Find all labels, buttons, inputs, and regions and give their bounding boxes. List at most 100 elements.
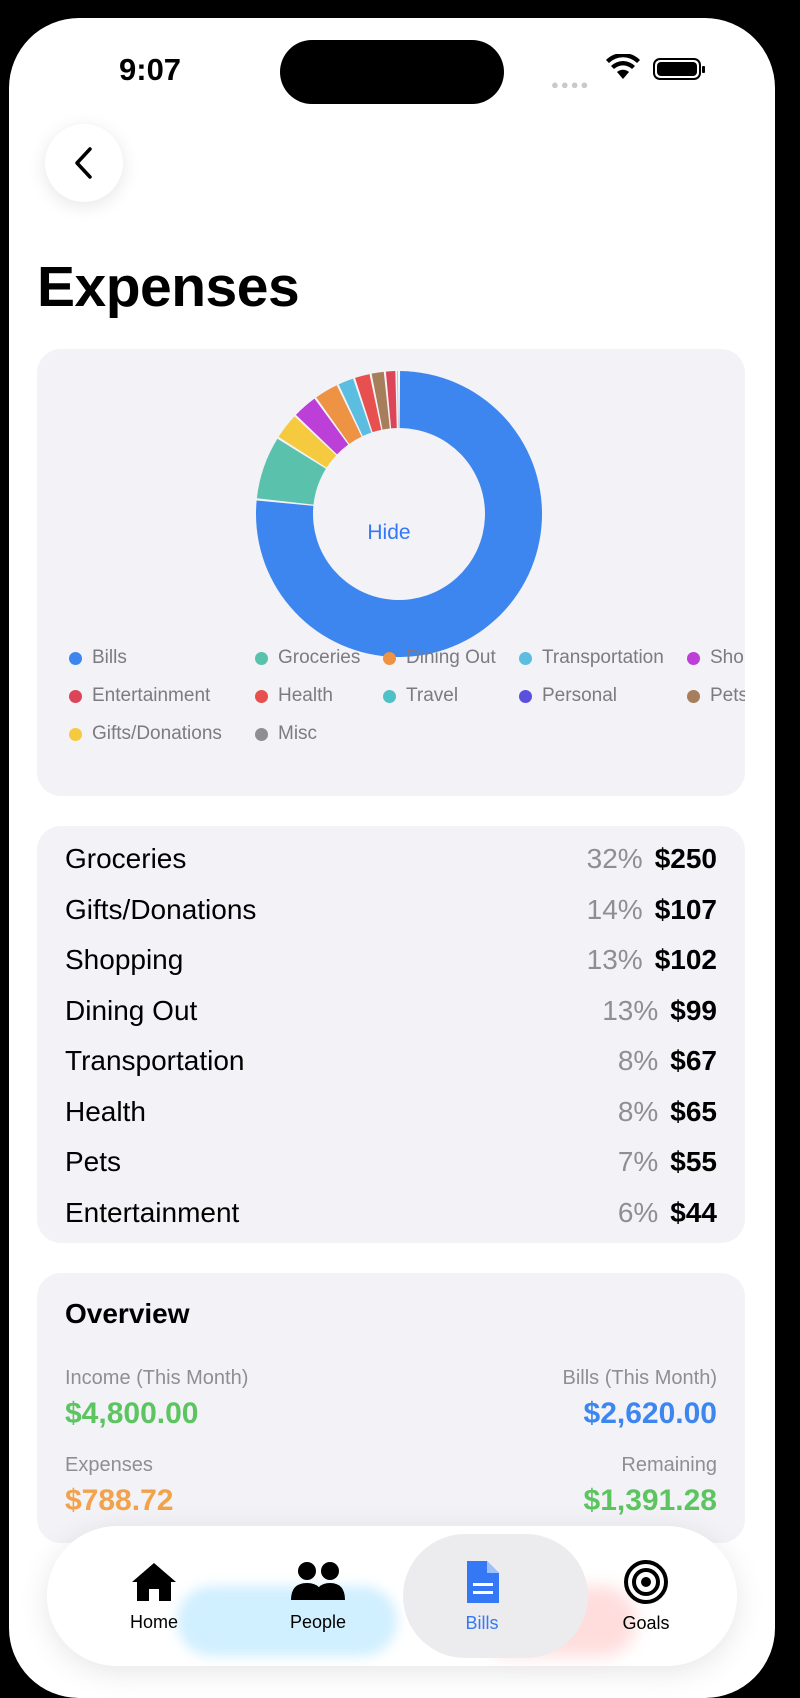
donut-slice-entertainment: [385, 371, 397, 429]
category-amount: $102: [654, 944, 717, 975]
legend-item: Transportation: [519, 644, 664, 672]
legend-dot: [69, 689, 82, 703]
donut-slice-bills: [256, 371, 542, 657]
legend-dot: [255, 727, 268, 741]
legend-dot: [255, 689, 268, 703]
remaining-value: $1,391.28: [583, 1484, 717, 1517]
donut-slice-shopping: [295, 398, 349, 455]
category-name: Shopping: [65, 944, 184, 975]
wifi-icon: [606, 54, 640, 79]
legend-dot: [383, 651, 396, 665]
bills-value: $2,620.00: [583, 1397, 717, 1430]
category-amount: $65: [670, 1095, 717, 1127]
legend-dot: [519, 689, 532, 703]
legend-item: Dining Out: [383, 644, 496, 672]
category-percent: 13%: [586, 944, 643, 975]
legend-label: Personal: [542, 685, 617, 706]
legend-item: Pets: [687, 682, 745, 710]
category-percent: 7%: [617, 1146, 659, 1177]
legend-item: Health: [255, 682, 333, 710]
category-amount: $67: [670, 1045, 717, 1076]
category-name: Dining Out: [65, 994, 198, 1026]
list-item[interactable]: Shopping 13% $102: [65, 935, 717, 985]
category-amount: $99: [670, 994, 717, 1026]
dynamic-island: [280, 40, 504, 104]
expenses-label: Expenses: [65, 1454, 153, 1476]
document-icon: [467, 1560, 499, 1603]
legend-item: Gifts/Donations: [69, 720, 222, 748]
expense-chart-card: Hide Bills Groceries Dining Out Transportat…: [37, 349, 745, 796]
battery-icon: [653, 58, 705, 80]
list-item[interactable]: Transportation 8% $67: [65, 1036, 717, 1086]
legend-item: Groceries: [255, 644, 360, 672]
legend-item: Personal: [519, 682, 617, 710]
hide-chart-button[interactable]: Hide: [367, 521, 411, 544]
bills-label: Bills (This Month): [562, 1367, 717, 1389]
income-label: Income (This Month): [65, 1367, 249, 1389]
category-name: Gifts/Donations: [65, 893, 257, 925]
category-name: Entertainment: [65, 1196, 240, 1228]
category-values: 13% $102: [587, 944, 717, 976]
category-values: 32% $250: [587, 843, 717, 875]
remaining-label: Remaining: [621, 1454, 717, 1476]
overview-title: Overview: [65, 1298, 190, 1329]
phone-screen: 9:07 ●●●● Expenses Hide Bills Groceries Di…: [9, 18, 775, 1698]
legend-label: Dining Out: [406, 647, 496, 668]
category-amount: $107: [654, 893, 717, 925]
category-values: 14% $107: [587, 894, 717, 926]
list-item[interactable]: Gifts/Donations 14% $107: [65, 885, 717, 935]
category-values: 8% $67: [618, 1045, 717, 1077]
donut-slice-misc: [397, 371, 399, 429]
expenses-value: $788.72: [65, 1484, 174, 1517]
tab-home-label: Home: [129, 1611, 178, 1632]
category-values: 8% $65: [618, 1096, 717, 1128]
back-button[interactable]: [45, 124, 123, 202]
list-item[interactable]: Pets 7% $55: [65, 1137, 717, 1187]
background-blur: [177, 1586, 397, 1656]
legend-label: Transportation: [542, 647, 664, 668]
legend-label: Entertainment: [92, 685, 211, 706]
cellular-signal-icon: ●●●●: [551, 77, 591, 92]
target-icon: [624, 1559, 668, 1604]
legend-item: Entertainment: [69, 682, 210, 710]
legend-label: Bills: [92, 647, 127, 668]
status-time: 9:07: [119, 52, 182, 87]
donut-slice-pets: [371, 371, 390, 430]
legend-dot: [69, 651, 82, 665]
house-icon: [132, 1562, 176, 1601]
category-breakdown-list: Groceries 32% $250 Gifts/Donations 14% $107 Sh…: [37, 826, 745, 1243]
tab-bills[interactable]: Bills: [403, 1526, 588, 1666]
tab-bar: Home People Bills: [47, 1526, 737, 1666]
tab-bills-label: Bills: [465, 1612, 499, 1633]
tab-goals-label: Goals: [622, 1612, 670, 1633]
chevron-left-icon: [75, 147, 92, 179]
list-item[interactable]: Entertainment 6% $44: [65, 1188, 717, 1238]
legend-item: Bills: [69, 644, 127, 672]
category-percent: 13%: [602, 994, 659, 1026]
legend-dot: [687, 689, 700, 703]
page-title: Expenses: [37, 255, 300, 319]
category-percent: 14%: [586, 893, 643, 925]
list-item[interactable]: Dining Out 13% $99: [65, 986, 717, 1036]
legend-label: Pets: [710, 685, 745, 706]
tab-home[interactable]: Home: [79, 1526, 229, 1666]
list-item[interactable]: Health 8% $65: [65, 1087, 717, 1137]
category-percent: 32%: [586, 843, 643, 874]
tab-goals[interactable]: Goals: [571, 1526, 721, 1666]
donut-slice-gifts-donations: [278, 416, 337, 468]
category-name: Transportation: [65, 1045, 245, 1076]
list-item[interactable]: Groceries 32% $250: [65, 834, 717, 884]
category-name: Pets: [65, 1146, 122, 1177]
category-name: Groceries: [65, 843, 187, 874]
category-name: Health: [65, 1095, 146, 1127]
legend-label: Misc: [278, 723, 318, 744]
legend-dot: [687, 651, 700, 665]
legend-item: Travel: [383, 682, 458, 710]
category-amount: $44: [670, 1196, 717, 1228]
donut-slice-transportation: [338, 378, 372, 437]
category-values: 13% $99: [602, 995, 717, 1027]
tab-people[interactable]: People: [243, 1526, 393, 1666]
legend-item: Misc: [255, 720, 317, 748]
legend-label: Gifts/Donations: [92, 723, 222, 744]
category-amount: $250: [654, 843, 717, 874]
